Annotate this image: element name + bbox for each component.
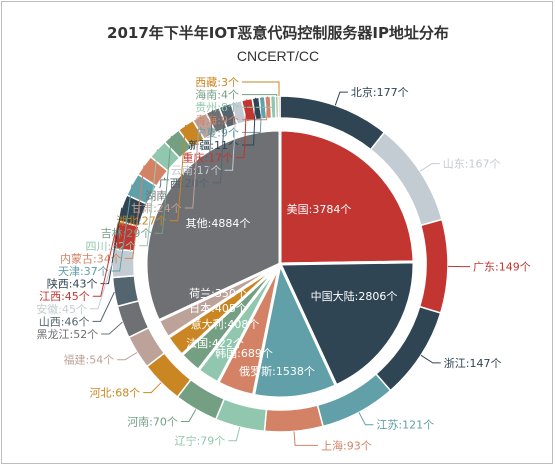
outer-label-0: 北京:177个 [351, 85, 409, 99]
leader-line-17 [139, 149, 158, 247]
outer-label-7: 河南:70个 [127, 416, 178, 429]
outer-slice-30 [277, 95, 281, 119]
outer-label-16: 内蒙古:34个 [60, 251, 122, 265]
leader-line-13 [92, 234, 116, 297]
outer-label-24: 重庆:17个 [182, 151, 233, 165]
outer-label-3: 浙江:147个 [444, 357, 502, 370]
inner-label-6: 日本:405个 [189, 301, 247, 315]
leader-line-24 [236, 99, 248, 159]
leader-line-12 [90, 263, 113, 310]
leader-line-1 [419, 163, 440, 172]
leader-line-15 [111, 184, 133, 272]
outer-label-28: 贵州:8个 [195, 101, 239, 114]
outer-label-2: 广东:149个 [473, 261, 531, 274]
outer-label-21: 湖南:22个 [145, 189, 196, 202]
inner-label-0: 美国:3784个 [287, 203, 352, 216]
leader-line-5 [293, 431, 318, 446]
outer-label-19: 湖北:27个 [116, 215, 167, 228]
outer-label-12: 安徽:45个 [36, 302, 87, 316]
leader-line-8 [143, 382, 162, 394]
outer-label-8: 河北:68个 [89, 387, 140, 400]
outer-label-20: 甘肃:24个 [131, 202, 182, 215]
outer-label-5: 上海:93个 [321, 438, 372, 452]
inner-label-1: 中国大陆:2806个 [311, 289, 398, 303]
leader-line-16 [124, 165, 145, 259]
leader-line-23 [224, 101, 237, 171]
leader-line-25 [242, 97, 257, 146]
leader-line-9 [117, 351, 138, 361]
chart-subtitle: CNCERT/CC [236, 48, 320, 64]
outer-label-13: 江西:45个 [39, 290, 90, 303]
leader-line-19 [169, 124, 187, 222]
leader-line-11 [92, 291, 115, 322]
leader-line-3 [420, 354, 441, 364]
outer-ring [111, 95, 449, 433]
inner-slice-1 [277, 260, 416, 388]
leader-line-10 [101, 321, 123, 335]
inner-label-4: 法国:422个 [186, 336, 244, 350]
outer-label-29: 海南:4个 [195, 88, 239, 102]
leader-line-18 [154, 135, 172, 234]
outer-label-9: 福建:54个 [63, 353, 114, 367]
leader-line-21 [199, 110, 214, 196]
inner-label-7: 荷兰:350个 [189, 287, 247, 300]
outer-label-4: 江苏:121个 [376, 419, 434, 432]
inner-label-8: 其他:4884个 [186, 217, 251, 230]
leader-line-7 [180, 409, 197, 422]
outer-label-22: 广西:20个 [159, 177, 210, 190]
outer-label-10: 黑龙江:52个 [36, 328, 98, 341]
outer-label-27: 青海:9个 [195, 113, 239, 127]
outer-slice-11 [111, 274, 140, 308]
outer-label-14: 陕西:43个 [47, 277, 98, 291]
inner-pie [144, 128, 416, 400]
inner-slice-8 [144, 128, 282, 323]
outer-label-11: 山西:46个 [39, 315, 90, 328]
leader-line-6 [228, 426, 241, 442]
leader-line-28 [242, 96, 274, 108]
outer-label-1: 山东:167个 [443, 158, 501, 171]
outer-label-6: 辽宁:79个 [175, 434, 226, 448]
outer-label-15: 天津:37个 [58, 265, 109, 278]
outer-label-18: 吉林:29个 [101, 226, 152, 240]
leader-line-26 [242, 96, 263, 133]
inner-slice-0 [278, 128, 416, 266]
leader-line-4 [358, 412, 374, 426]
leader-line-0 [334, 91, 348, 106]
outer-label-30: 西藏:3个 [195, 76, 239, 89]
chart-title: 2017年下半年IOT恶意代码控制服务器IP地址分布 [107, 24, 449, 42]
outer-slice-5 [263, 404, 325, 433]
outer-slice-6 [214, 397, 268, 433]
inner-label-5: 意大利:408个 [191, 317, 260, 331]
leader-line-20 [184, 116, 200, 209]
inner-label-2: 俄罗斯:1538个 [239, 365, 315, 378]
outer-slice-2 [418, 218, 449, 314]
leader-line-22 [212, 105, 226, 184]
outer-label-26: 宁夏:9个 [195, 125, 239, 139]
inner-label-3: 韩国:689个 [215, 346, 273, 360]
outer-label-25: 新疆:11个 [188, 138, 239, 152]
leader-line-27 [242, 96, 269, 121]
leader-line-29 [242, 94, 278, 97]
leader-line-30 [242, 81, 280, 96]
